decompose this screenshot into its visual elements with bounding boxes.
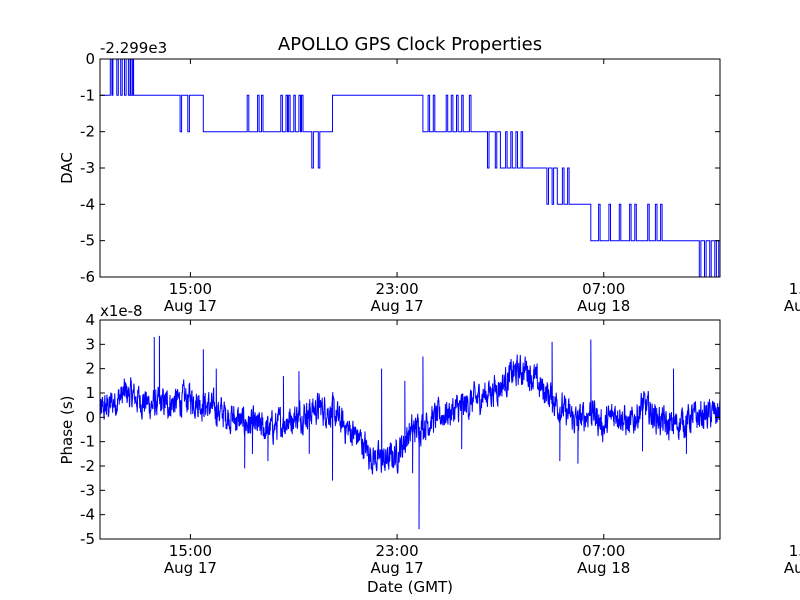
figure-title: APOLLO GPS Clock Properties	[278, 34, 542, 55]
dac-y-tick-label: -3	[80, 159, 95, 177]
phase-y-tick-label: 4	[85, 311, 95, 329]
phase-y-tick-label: 2	[85, 360, 95, 378]
dac-x-tick-label-time: 15:00	[169, 280, 212, 298]
phase-x-tick-label-time: 15:00	[789, 542, 800, 560]
dac-x-tick-label-date: Aug 17	[164, 297, 217, 315]
phase-y-tick-label: -3	[80, 481, 95, 499]
dac-y-tick-label: -2	[80, 123, 95, 141]
phase-y-tick-label: 3	[85, 335, 95, 353]
dac-y-tick-label: -1	[80, 86, 95, 104]
phase-series-line	[100, 335, 720, 530]
phase-y-tick-label: 0	[85, 408, 95, 426]
dac-x-tick-label-time: 23:00	[375, 280, 418, 298]
dac-x-tick-label-date: Aug 18	[784, 297, 800, 315]
dac-x-tick-label-date: Aug 17	[371, 297, 424, 315]
dac-series-line	[100, 59, 720, 277]
phase-y-axis-label: Phase (s)	[58, 395, 76, 464]
dac-x-tick-label-time: 15:00	[789, 280, 800, 298]
dac-y-tick-label: 0	[85, 50, 95, 68]
phase-x-tick-label-time: 15:00	[169, 542, 212, 560]
dac-x-tick-label-time: 07:00	[582, 280, 625, 298]
phase-offset-label: x1e-8	[100, 302, 143, 320]
phase-x-tick-label-date: Aug 17	[371, 559, 424, 577]
dac-y-axis-label: DAC	[58, 152, 76, 184]
dac-x-tick-label-date: Aug 18	[577, 297, 630, 315]
dac-y-tick-label: -6	[80, 268, 95, 286]
dac-y-ticks: 0 -1 -2 -3 -4 -5 -6	[80, 50, 720, 286]
dac-y-tick-label: -5	[80, 232, 95, 250]
phase-x-tick-label-date: Aug 18	[577, 559, 630, 577]
phase-x-tick-label-time: 07:00	[582, 542, 625, 560]
phase-y-tick-label: 1	[85, 384, 95, 402]
phase-x-tick-label-time: 23:00	[375, 542, 418, 560]
phase-y-tick-label: -2	[80, 457, 95, 475]
phase-y-tick-label: -4	[80, 506, 95, 524]
phase-y-tick-label: -1	[80, 433, 95, 451]
phase-x-tick-label-date: Aug 18	[784, 559, 800, 577]
dac-y-tick-label: -4	[80, 195, 95, 213]
phase-axes-frame	[99, 319, 721, 540]
dac-offset-label: -2.299e3	[100, 39, 167, 57]
phase-x-axis-label: Date (GMT)	[367, 578, 453, 596]
phase-y-ticks: 4 3 2 1 0 -1 -2 -3 -4 -5	[80, 311, 720, 548]
phase-x-tick-label-date: Aug 17	[164, 559, 217, 577]
phase-y-tick-label: -5	[80, 530, 95, 548]
